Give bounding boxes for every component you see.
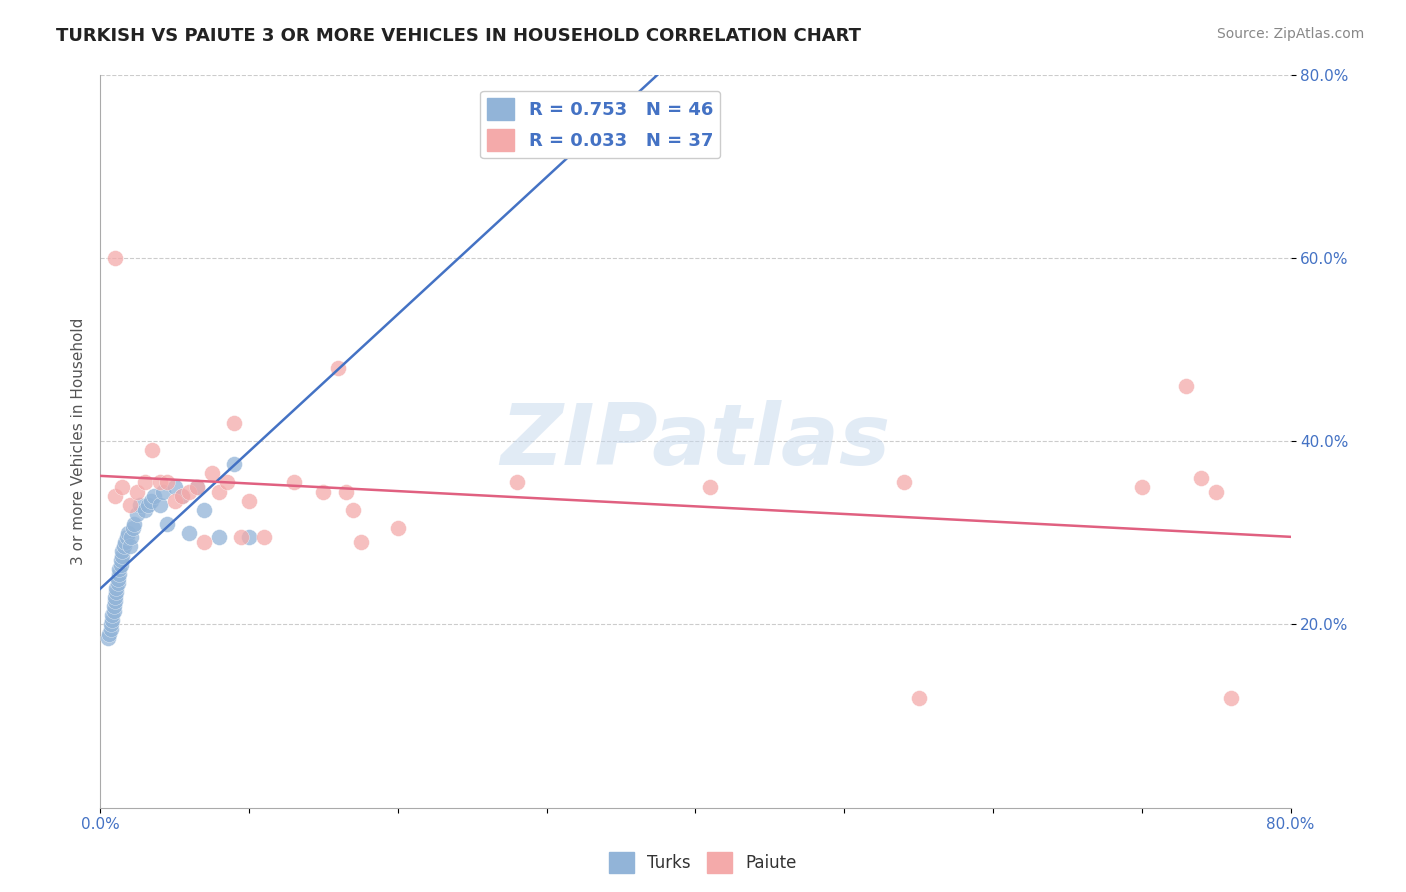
Point	[100, 622, 122, 636]
Point	[1175, 379, 1198, 393]
Point	[108, 566, 131, 581]
Point	[118, 498, 141, 512]
Point	[238, 493, 260, 508]
Point	[328, 360, 350, 375]
Point	[149, 475, 172, 490]
Point	[156, 516, 179, 531]
Point	[111, 549, 134, 563]
Point	[170, 489, 193, 503]
Point	[134, 503, 156, 517]
Point	[208, 484, 231, 499]
Point	[104, 594, 127, 608]
Point	[108, 562, 131, 576]
Point	[193, 535, 215, 549]
Point	[136, 498, 159, 512]
Point	[142, 489, 165, 503]
Point	[283, 475, 305, 490]
Point	[105, 585, 128, 599]
Point	[112, 540, 135, 554]
Point	[98, 626, 121, 640]
Point	[699, 480, 721, 494]
Point	[114, 535, 136, 549]
Point	[149, 498, 172, 512]
Point	[103, 599, 125, 613]
Point	[1130, 480, 1153, 494]
Legend: R = 0.753   N = 46, R = 0.033   N = 37: R = 0.753 N = 46, R = 0.033 N = 37	[479, 91, 720, 159]
Point	[201, 466, 224, 480]
Point	[186, 480, 208, 494]
Point	[1220, 690, 1243, 705]
Point	[156, 475, 179, 490]
Point	[1189, 471, 1212, 485]
Point	[231, 530, 253, 544]
Point	[342, 503, 364, 517]
Point	[222, 457, 245, 471]
Point	[100, 617, 122, 632]
Point	[107, 576, 129, 591]
Y-axis label: 3 or more Vehicles in Household: 3 or more Vehicles in Household	[72, 318, 86, 565]
Point	[117, 525, 139, 540]
Point	[335, 484, 357, 499]
Point	[120, 530, 142, 544]
Point	[170, 489, 193, 503]
Point	[193, 503, 215, 517]
Point	[163, 493, 186, 508]
Point	[893, 475, 915, 490]
Point	[103, 604, 125, 618]
Point	[97, 631, 120, 645]
Point	[139, 493, 162, 508]
Point	[104, 590, 127, 604]
Point	[104, 251, 127, 265]
Point	[129, 498, 152, 512]
Point	[163, 480, 186, 494]
Point	[107, 572, 129, 586]
Point	[124, 516, 146, 531]
Point	[907, 690, 929, 705]
Point	[152, 484, 174, 499]
Point	[134, 475, 156, 490]
Point	[222, 416, 245, 430]
Point	[105, 581, 128, 595]
Point	[110, 558, 132, 572]
Point	[215, 475, 238, 490]
Point	[654, 58, 676, 72]
Point	[111, 480, 134, 494]
Point	[121, 521, 143, 535]
Point	[118, 540, 141, 554]
Text: TURKISH VS PAIUTE 3 OR MORE VEHICLES IN HOUSEHOLD CORRELATION CHART: TURKISH VS PAIUTE 3 OR MORE VEHICLES IN …	[56, 27, 862, 45]
Point	[253, 530, 276, 544]
Point	[208, 530, 231, 544]
Point	[186, 480, 208, 494]
Point	[179, 484, 201, 499]
Legend: Turks, Paiute: Turks, Paiute	[602, 846, 804, 880]
Text: ZIPatlas: ZIPatlas	[501, 400, 890, 483]
Point	[141, 443, 163, 458]
Point	[127, 508, 149, 522]
Point	[104, 489, 127, 503]
Point	[101, 613, 124, 627]
Point	[127, 484, 149, 499]
Point	[101, 608, 124, 623]
Point	[1205, 484, 1227, 499]
Point	[110, 553, 132, 567]
Point	[349, 535, 371, 549]
Point	[179, 525, 201, 540]
Point	[387, 521, 409, 535]
Point	[111, 544, 134, 558]
Point	[115, 530, 138, 544]
Point	[238, 530, 260, 544]
Point	[506, 475, 529, 490]
Text: Source: ZipAtlas.com: Source: ZipAtlas.com	[1216, 27, 1364, 41]
Point	[312, 484, 335, 499]
